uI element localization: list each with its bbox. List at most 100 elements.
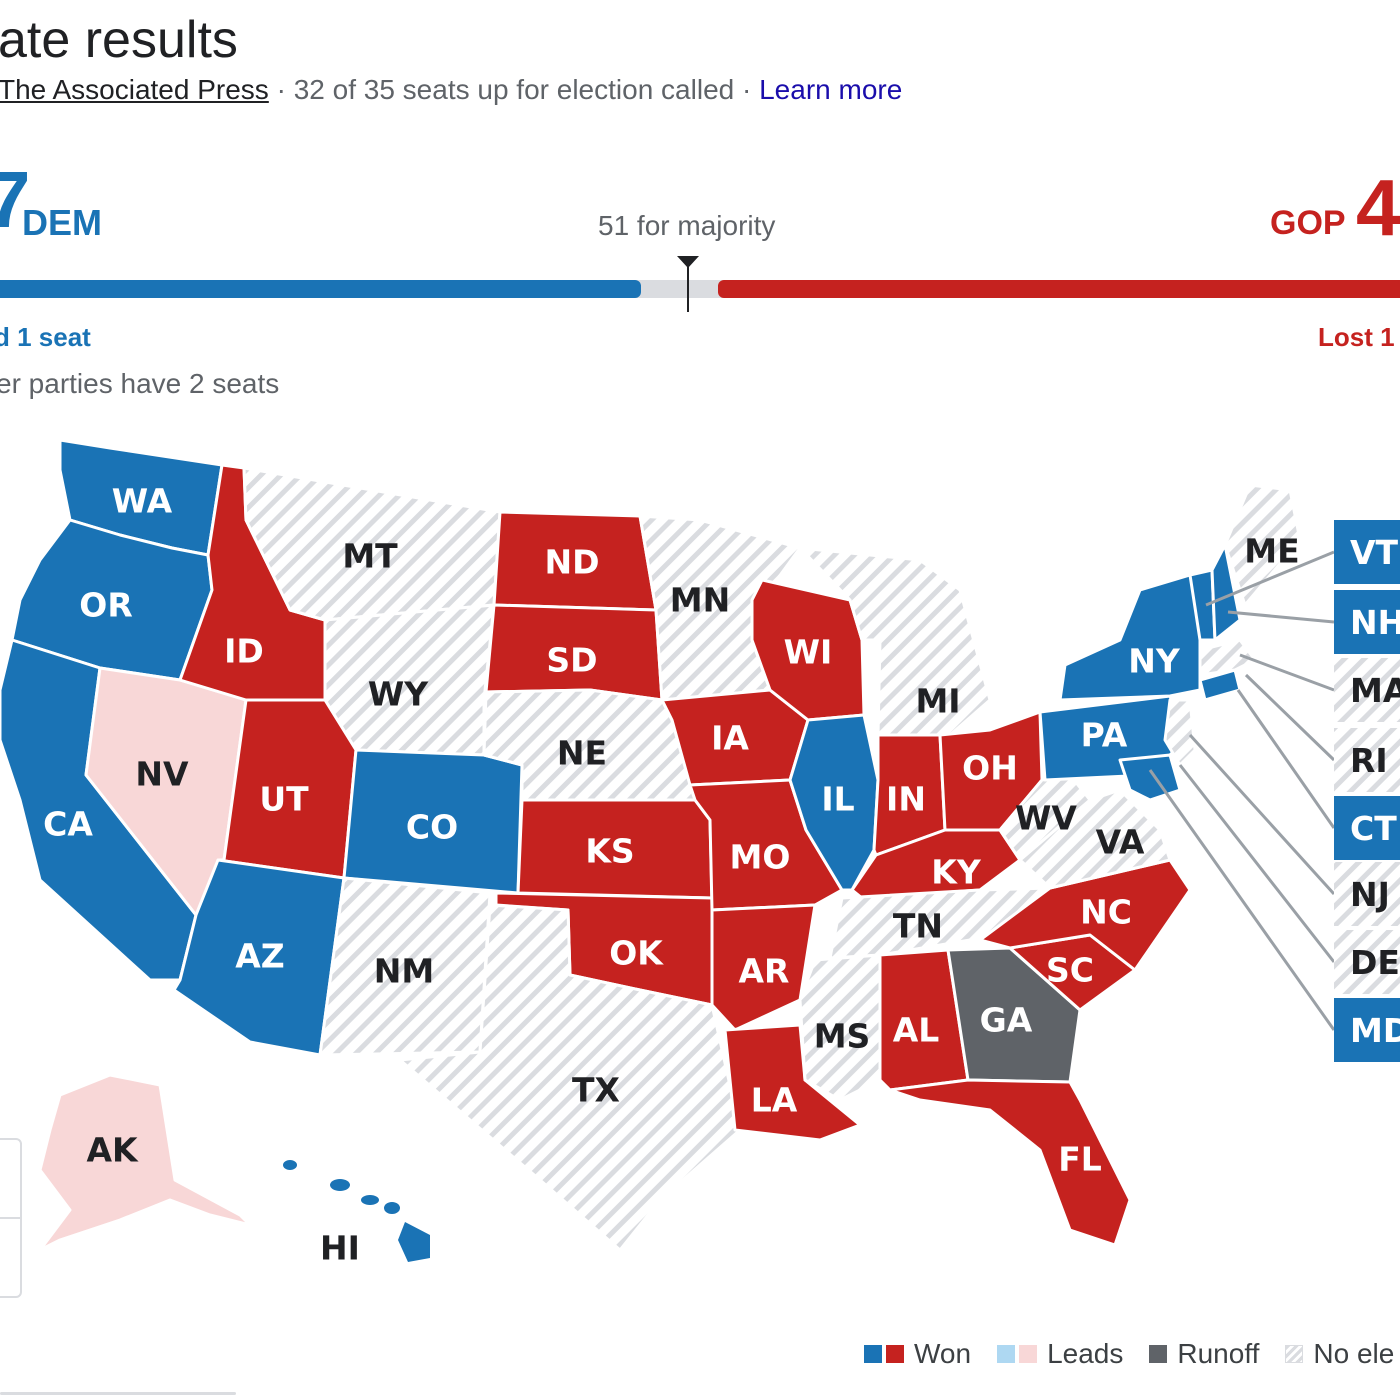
state-label-az: AZ: [235, 937, 284, 976]
legend-no-election: No ele: [1285, 1338, 1394, 1370]
state-label-il: IL: [821, 780, 854, 819]
state-AK[interactable]: [38, 1073, 252, 1252]
leader-line-nh: [1227, 610, 1335, 624]
side-box-de[interactable]: [1334, 930, 1400, 994]
state-label-pa: PA: [1081, 716, 1128, 755]
state-LA[interactable]: [723, 1023, 862, 1142]
state-label-ks: KS: [585, 832, 634, 871]
state-label-al: AL: [893, 1011, 940, 1050]
dem-seat-change: d 1 seat: [0, 322, 91, 352]
leader-line-ri: [1244, 673, 1336, 762]
gop-seat-change: Lost 1: [1318, 322, 1395, 352]
map-legend: Won Leads Runoff No ele: [864, 1334, 1400, 1374]
state-ME[interactable]: [1223, 483, 1302, 607]
legend-no-election-swatch: [1285, 1345, 1304, 1363]
legend-won: Won: [864, 1338, 971, 1370]
gop-seat-count: 4: [1356, 163, 1400, 252]
us-senate-map: WA OR CA NV ID MT WY UT AZ CO NM ND SD NE KS OK TX MN IA MO…: [0, 438, 1400, 1268]
state-TX[interactable]: [398, 903, 742, 1252]
side-box-label-ma: MA: [1350, 671, 1400, 710]
side-box-nh[interactable]: [1334, 590, 1400, 654]
leader-line-vt: [1205, 550, 1335, 607]
side-box-nj[interactable]: [1334, 862, 1400, 926]
state-label-tn: TN: [893, 907, 943, 946]
state-label-wy: WY: [368, 675, 429, 714]
state-label-wa: WA: [112, 482, 173, 521]
called-seats-text: 32 of 35 seats up for election called: [293, 74, 735, 105]
state-label-in: IN: [886, 780, 926, 819]
state-label-sc: SC: [1046, 951, 1094, 990]
state-CT-map[interactable]: [1198, 668, 1242, 702]
state-label-mi: MI: [915, 682, 960, 721]
state-label-ca: CA: [43, 805, 93, 844]
side-box-md[interactable]: [1334, 998, 1400, 1062]
bottom-divider: [0, 1392, 236, 1395]
source-separator: ·: [268, 74, 294, 105]
zoom-in-button[interactable]: [0, 1140, 20, 1216]
state-label-ne: NE: [557, 734, 607, 773]
state-WV[interactable]: [998, 773, 1092, 862]
state-label-ut: UT: [259, 780, 309, 819]
leader-line-ma: [1239, 653, 1335, 692]
side-box-ri[interactable]: [1334, 728, 1400, 792]
zoom-out-button[interactable]: [0, 1219, 20, 1295]
dem-seat-count: 7: [0, 155, 31, 244]
state-label-tx: TX: [572, 1071, 620, 1110]
side-box-label-nj: NJ: [1350, 875, 1390, 914]
state-label-va: VA: [1096, 823, 1145, 862]
state-MD-map[interactable]: [1118, 753, 1182, 802]
state-MA-map[interactable]: [1198, 638, 1257, 677]
state-label-mo: MO: [730, 838, 791, 877]
state-label-mn: MN: [670, 581, 730, 620]
state-label-ny: NY: [1128, 642, 1181, 681]
side-box-label-ri: RI: [1350, 741, 1388, 780]
legend-leads: Leads: [997, 1338, 1123, 1370]
side-box-ma[interactable]: [1334, 658, 1400, 722]
state-NJ-map[interactable]: [1163, 698, 1197, 767]
learn-more-link[interactable]: Learn more: [759, 74, 903, 105]
legend-leads-dem-swatch: [997, 1345, 1016, 1363]
leader-line-ct: [1236, 689, 1336, 829]
legend-leads-label: Leads: [1047, 1338, 1124, 1369]
state-label-wi: WI: [784, 633, 833, 672]
state-FL[interactable]: [888, 1078, 1132, 1247]
state-KY[interactable]: [850, 828, 1022, 900]
state-label-nv: NV: [135, 755, 189, 794]
gop-label: GOP: [1270, 204, 1346, 242]
side-box-label-ct: CT: [1350, 809, 1397, 848]
state-label-ia: IA: [711, 719, 749, 758]
state-label-ak: AK: [86, 1131, 139, 1170]
state-label-ga: GA: [980, 1001, 1033, 1040]
source-line: The Associated Press · 32 of 35 seats up…: [0, 74, 902, 106]
leader-line-nj: [1188, 733, 1336, 896]
zoom-divider: [0, 1217, 20, 1219]
state-NY[interactable]: [1058, 573, 1202, 702]
state-HI[interactable]: [283, 1160, 430, 1262]
legend-runoff-swatch: [1149, 1345, 1168, 1363]
state-label-ky: KY: [931, 853, 982, 892]
side-box-label-vt: VT: [1350, 533, 1399, 572]
side-box-label-md: MD: [1350, 1011, 1400, 1050]
gop-seat-bar: [718, 280, 1400, 298]
state-label-oh: OH: [962, 749, 1018, 788]
state-AR[interactable]: [710, 903, 817, 1032]
leader-line-de: [1178, 764, 1336, 963]
other-parties-note: er parties have 2 seats: [0, 368, 280, 399]
state-label-me: ME: [1244, 532, 1299, 571]
legend-leads-gop-swatch: [1019, 1345, 1038, 1363]
state-label-fl: FL: [1058, 1140, 1102, 1179]
dem-seat-bar: [0, 280, 641, 298]
side-box-vt[interactable]: [1334, 520, 1400, 584]
state-label-ar: AR: [739, 952, 790, 991]
dem-label: DEM: [22, 202, 102, 243]
state-label-nc: NC: [1080, 893, 1132, 932]
learn-more-separator: ·: [734, 74, 760, 105]
page-title: ate results: [0, 11, 238, 69]
state-label-mt: MT: [342, 537, 398, 576]
side-box-ct[interactable]: [1334, 796, 1400, 860]
state-label-hi: HI: [320, 1229, 360, 1268]
state-NH-map[interactable]: [1210, 543, 1242, 642]
source-link[interactable]: The Associated Press: [0, 74, 269, 105]
state-label-ms: MS: [814, 1017, 871, 1056]
